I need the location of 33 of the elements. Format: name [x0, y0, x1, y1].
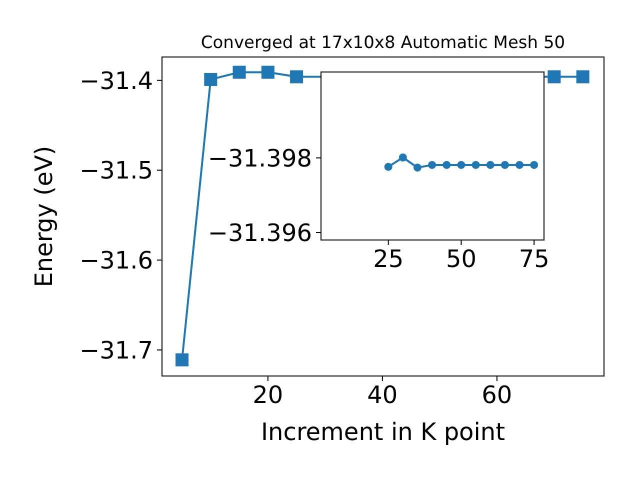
point — [232, 66, 246, 79]
point — [428, 160, 436, 169]
y-tick-label: −31.398 — [208, 144, 312, 172]
point — [384, 162, 392, 171]
x-tick-label: 60 — [482, 381, 512, 410]
point — [413, 164, 422, 172]
point — [261, 66, 274, 79]
point — [290, 70, 304, 84]
point — [548, 70, 561, 84]
y-tick-label: −31.4 — [79, 66, 153, 95]
point — [576, 70, 590, 84]
x-tick-label: 20 — [252, 381, 284, 410]
point — [516, 160, 524, 169]
point — [204, 72, 218, 86]
point — [176, 353, 189, 366]
y-tick-label: −31.6 — [79, 246, 153, 274]
y-axis-title: Energy (eV) — [30, 146, 58, 288]
point — [500, 160, 509, 169]
x-tick-label: 40 — [367, 381, 398, 410]
y-tick-label: −31.5 — [79, 156, 153, 185]
chart-title: Converged at 17x10x8 Automatic Mesh 50 — [200, 33, 566, 53]
point — [486, 160, 494, 169]
x-axis-title: Increment in K point — [260, 418, 506, 446]
y-tick-label: −31.396 — [208, 218, 312, 247]
x-tick-label: 25 — [373, 245, 404, 274]
point — [442, 160, 451, 169]
point — [398, 153, 407, 162]
y-tick-label: −31.7 — [79, 336, 153, 364]
point — [472, 160, 480, 169]
point — [457, 160, 466, 169]
x-tick-label: 75 — [518, 245, 550, 274]
x-tick-label: 50 — [446, 245, 476, 274]
point — [530, 160, 538, 169]
